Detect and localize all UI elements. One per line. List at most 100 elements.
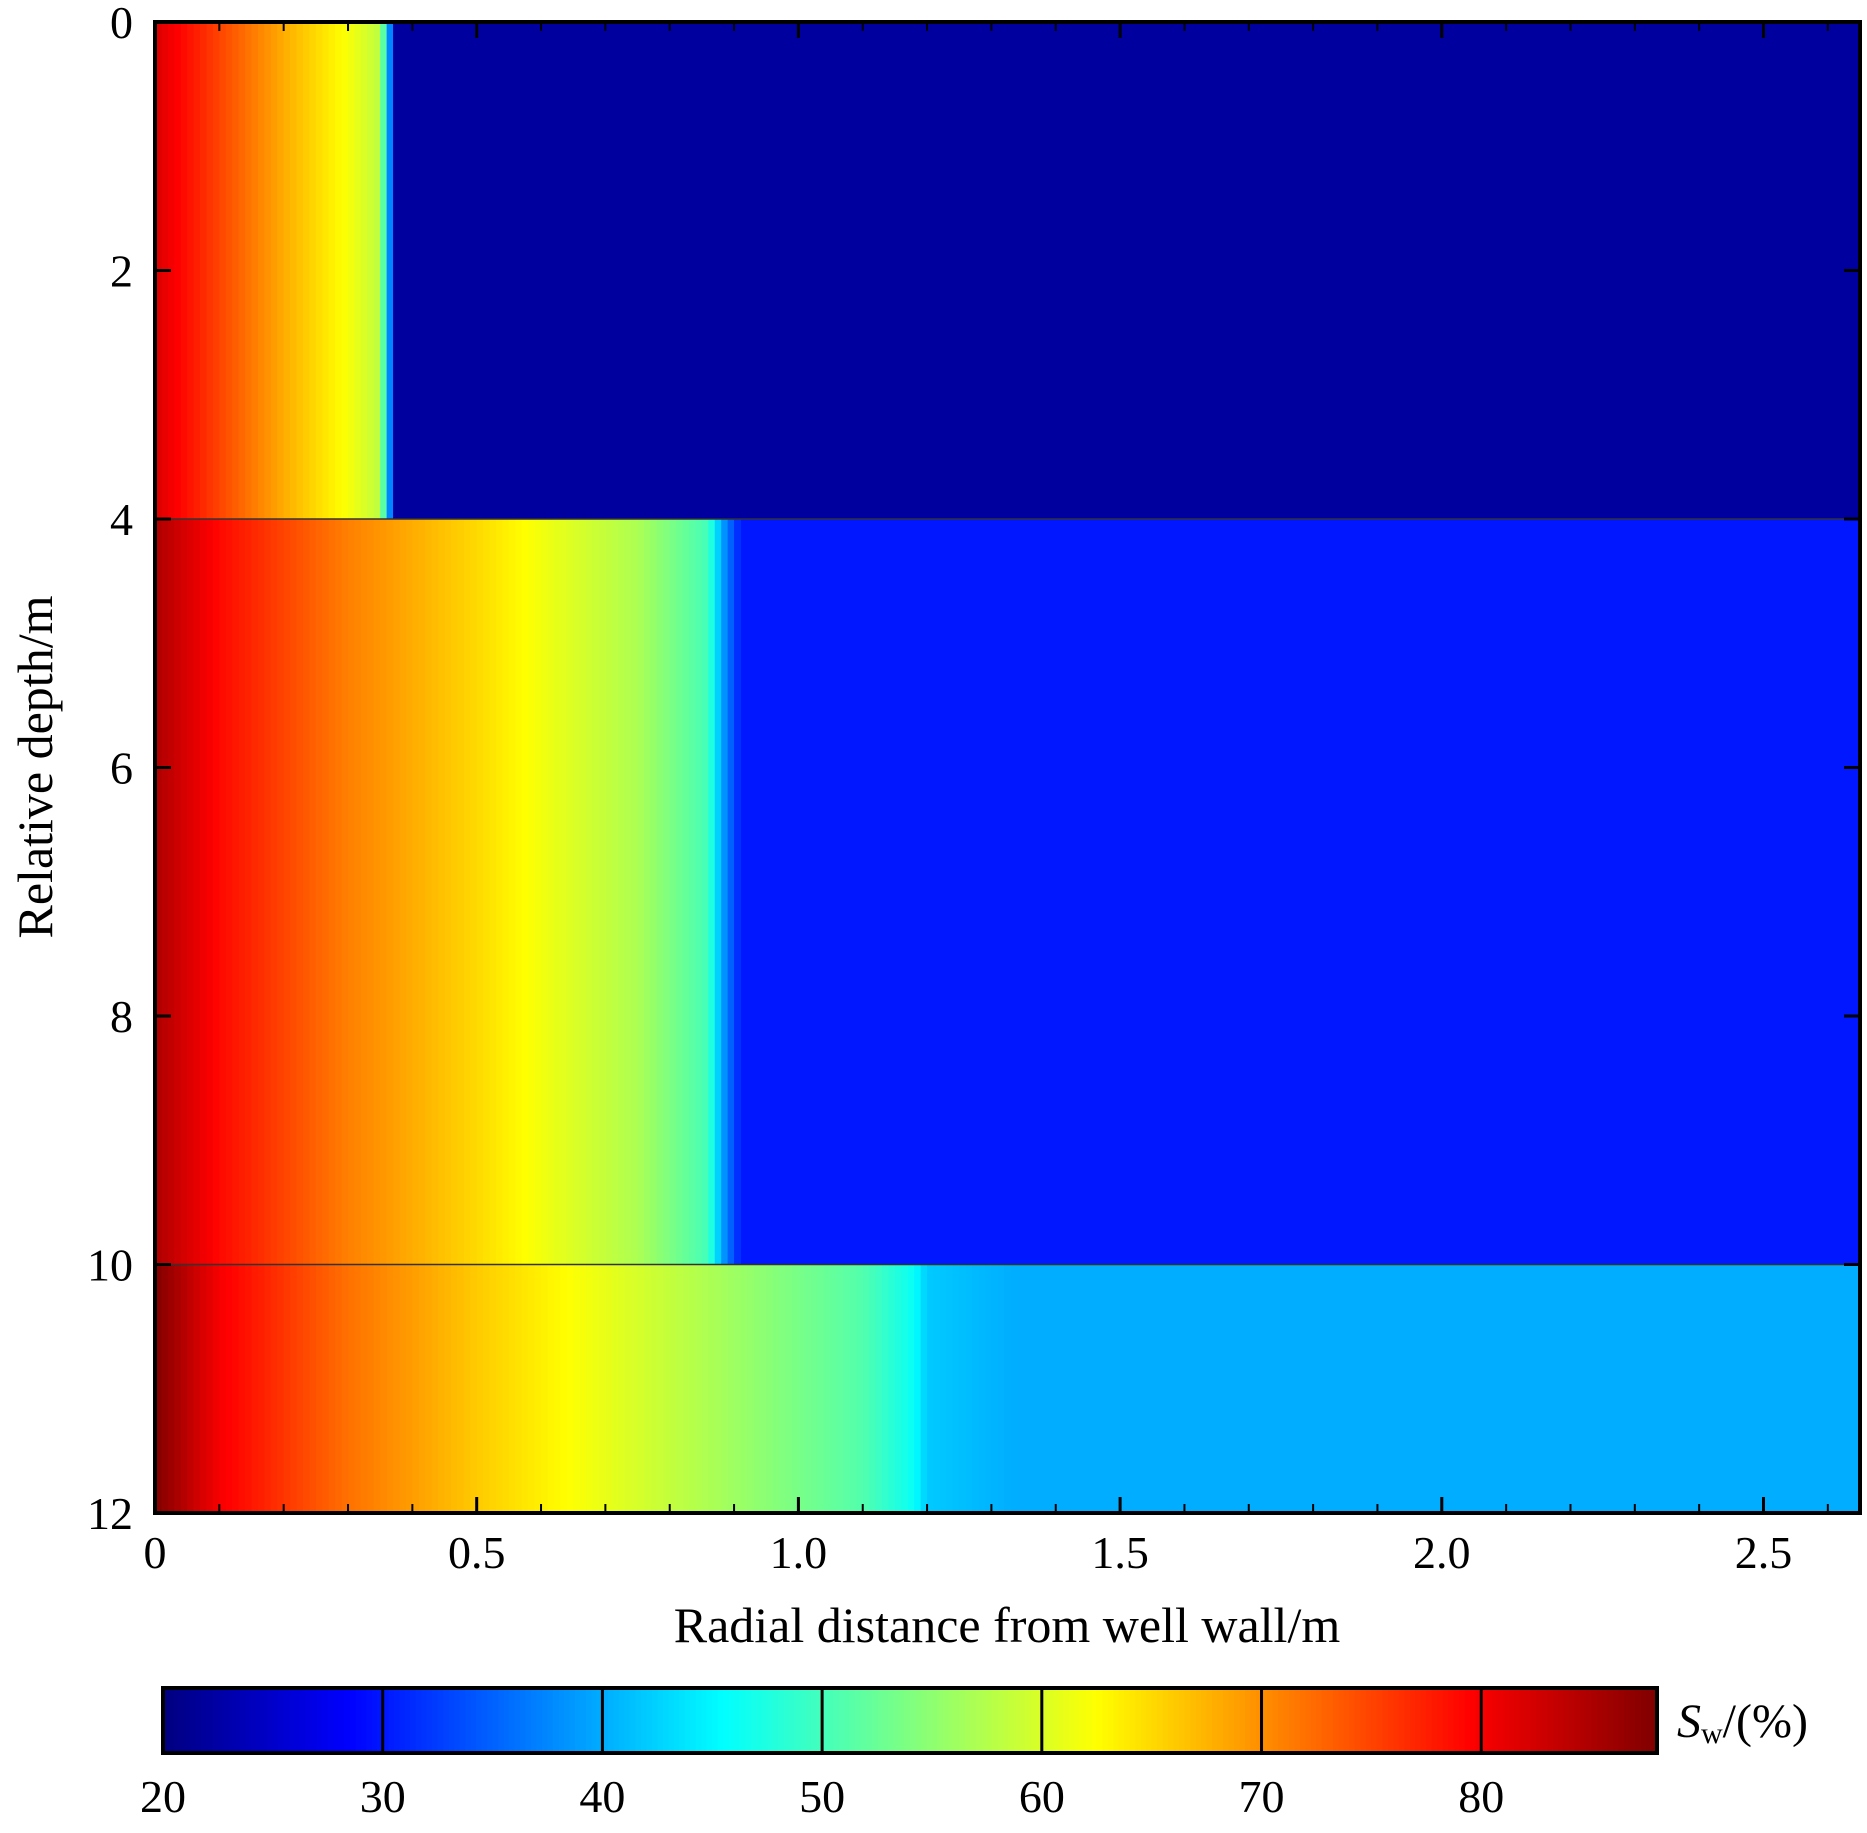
layer-3-cell: [888, 1264, 896, 1513]
layer-3-cell: [972, 1264, 980, 1513]
layer-3-cell: [386, 1264, 394, 1513]
colorbar-segment: [437, 1688, 444, 1753]
layer-3-cell: [167, 1264, 175, 1513]
layer-3-cell: [791, 1264, 799, 1513]
colorbar-segment: [1107, 1688, 1114, 1753]
x-tick-label: 1.0: [770, 1527, 828, 1578]
layer-3-cell: [270, 1264, 278, 1513]
colorbar-segment: [179, 1688, 186, 1753]
layer-3-cell: [380, 1264, 388, 1513]
colorbar-segment: [1574, 1688, 1581, 1753]
layer-3-cell: [669, 1264, 677, 1513]
layer-3-cell: [245, 1264, 253, 1513]
colorbar-tick-label: 80: [1458, 1771, 1504, 1822]
colorbar-segment: [1069, 1688, 1076, 1753]
colorbar-segment: [509, 1688, 516, 1753]
layer-3-cell: [405, 1264, 413, 1513]
colorbar-segment: [1321, 1688, 1329, 1753]
layer-3-cell: [360, 1264, 368, 1513]
colorbar-segment: [750, 1688, 757, 1753]
layer-3-cell: [418, 1264, 426, 1513]
layer-3-cell: [856, 1264, 864, 1513]
colorbar-segment: [728, 1688, 735, 1753]
colorbar-segment: [1278, 1688, 1285, 1753]
colorbar-segment: [1288, 1688, 1296, 1753]
layer-3-cell: [302, 1264, 311, 1513]
layer-1-cell: [225, 22, 233, 519]
layer-2-cell: [193, 519, 201, 1265]
colorbar-segment: [256, 1688, 263, 1753]
layer-2-cell: [643, 519, 652, 1265]
colorbar-tick-label: 20: [140, 1771, 186, 1822]
layer-2-cell: [315, 519, 323, 1265]
colorbar-tick-label: 30: [360, 1771, 406, 1822]
layer-3-cell: [824, 1264, 832, 1513]
colorbar-segment: [547, 1688, 554, 1753]
colorbar-segment: [322, 1688, 329, 1753]
colorbar-segment: [794, 1688, 801, 1753]
colorbar-segment: [1569, 1688, 1576, 1753]
x-axis-ticks: 0 0.5 1.0 1.5 2.0 2.5: [144, 22, 1829, 1578]
layer-1-cell: [206, 22, 214, 519]
colorbar-segment: [629, 1688, 636, 1753]
layer-2-cell: [264, 519, 272, 1265]
colorbar-segment: [481, 1688, 488, 1753]
colorbar-segment: [1157, 1688, 1164, 1753]
colorbar-segment: [657, 1688, 664, 1753]
colorbar-segment: [1283, 1688, 1290, 1753]
colorbar-segment: [904, 1688, 911, 1753]
layer-3-cell: [837, 1264, 845, 1513]
layer-2-cell: [270, 519, 278, 1265]
layer-1-cell: [180, 22, 188, 519]
layer-3-cell: [412, 1264, 420, 1513]
colorbar-segment: [1393, 1688, 1400, 1753]
colorbar-segment: [1453, 1688, 1460, 1753]
x-axis-title: Radial distance from well wall/m: [674, 1597, 1341, 1653]
layer-3-cell: [624, 1264, 632, 1513]
layer-3-cell: [965, 1264, 973, 1513]
colorbar-segment: [1217, 1688, 1224, 1753]
layer-1-cell: [296, 22, 304, 519]
layer-2-cell: [212, 519, 220, 1265]
colorbar-segment: [1514, 1688, 1521, 1753]
colorbar-segment: [289, 1688, 296, 1753]
layer-3-cell: [238, 1264, 246, 1513]
layer-2-cell: [200, 519, 208, 1265]
colorbar-segment: [1354, 1688, 1361, 1753]
layer-3-cell: [553, 1264, 561, 1513]
colorbar-segment: [860, 1688, 867, 1753]
layer-3-cell: [251, 1264, 259, 1513]
colorbar-segment: [245, 1688, 252, 1753]
layer-2-cell: [405, 519, 413, 1265]
layer-2-cell: [470, 519, 478, 1265]
colorbar-segment: [1256, 1688, 1263, 1753]
layer-2-cell: [399, 519, 407, 1265]
colorbar-segment: [882, 1688, 889, 1753]
colorbar-segment: [844, 1688, 851, 1753]
layer-3-cell: [515, 1264, 523, 1513]
layer-1-cell: [200, 22, 208, 519]
colorbar-segment: [1019, 1688, 1026, 1753]
colorbar-segment: [1052, 1688, 1059, 1753]
layer-3-cell: [753, 1264, 761, 1513]
layer-2-cell: [155, 519, 163, 1265]
colorbar-segment: [953, 1688, 961, 1753]
layer-3-cell: [1010, 1264, 1018, 1513]
colorbar-segment: [1085, 1688, 1092, 1753]
colorbar-segment: [541, 1688, 549, 1753]
layer-3-cell: [257, 1264, 265, 1513]
colorbar-segment: [701, 1688, 708, 1753]
layer-2-cell: [656, 519, 664, 1265]
layer-3-cell: [483, 1264, 491, 1513]
layer-3-cell: [869, 1264, 877, 1513]
colorbar-segment: [492, 1688, 499, 1753]
layer-3-cell: [200, 1264, 208, 1513]
layer-3-cell: [521, 1264, 529, 1513]
layer-1-cell: [302, 22, 311, 519]
layer-2-cell: [489, 519, 497, 1265]
colorbar-segment: [1497, 1688, 1504, 1753]
layer-3-cell: [328, 1264, 336, 1513]
layer-3-cell: [946, 1264, 954, 1513]
colorbar-segment: [1234, 1688, 1241, 1753]
layer-3-cell: [225, 1264, 233, 1513]
